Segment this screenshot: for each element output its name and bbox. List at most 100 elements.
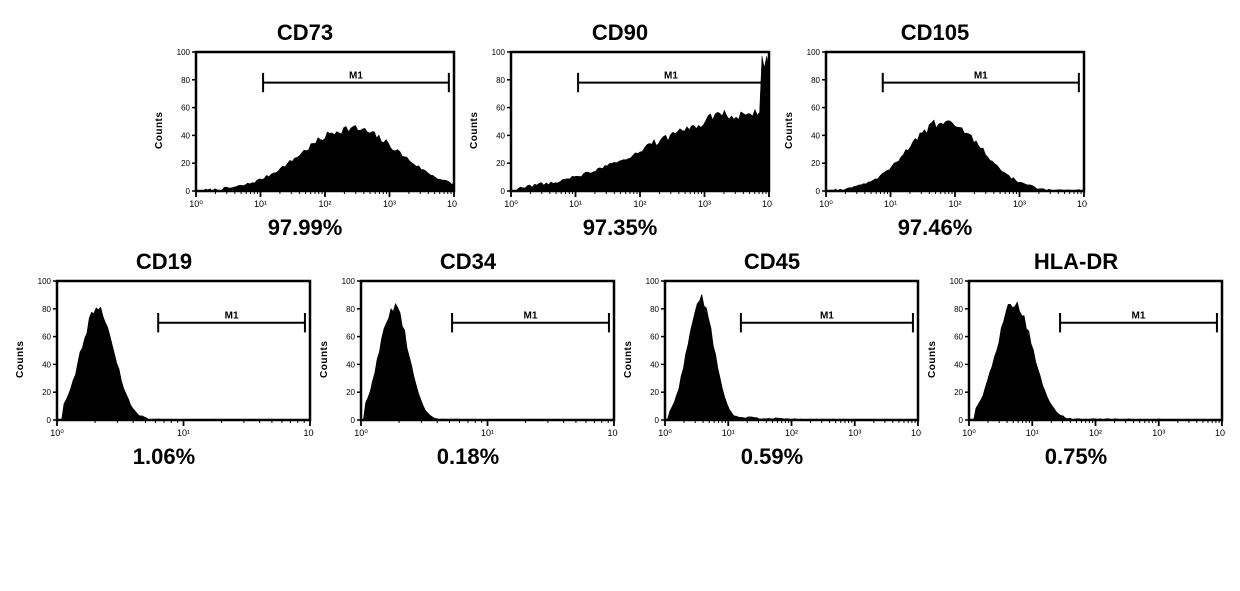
y-tick-label: 80 bbox=[650, 305, 659, 314]
gate-marker: M1 bbox=[1060, 311, 1217, 333]
histogram-svg: M102040608010010⁰10¹10² bbox=[331, 277, 618, 442]
histogram-panel: CD19CountsM102040608010010⁰10¹10²1.06% bbox=[14, 249, 314, 470]
x-tick-label: 10¹ bbox=[883, 199, 896, 209]
x-tick-label: 10¹ bbox=[253, 199, 266, 209]
x-tick-label: 10¹ bbox=[1026, 428, 1039, 438]
x-tick-label: 10⁴ bbox=[1077, 199, 1088, 209]
y-tick-label: 80 bbox=[954, 305, 963, 314]
gate-marker: M1 bbox=[882, 71, 1078, 93]
panel-title: CD73 bbox=[277, 20, 333, 46]
y-axis-label: Counts bbox=[468, 48, 481, 213]
x-tick-label: 10⁰ bbox=[962, 428, 976, 438]
y-axis-label: Counts bbox=[622, 277, 635, 442]
y-tick-label: 40 bbox=[650, 360, 659, 369]
histogram-panel: CD45CountsM102040608010010⁰10¹10²10³10⁴0… bbox=[622, 249, 922, 470]
y-tick-label: 80 bbox=[346, 305, 355, 314]
x-tick-label: 10² bbox=[318, 199, 331, 209]
y-tick-label: 100 bbox=[491, 48, 505, 57]
y-tick-label: 40 bbox=[496, 131, 505, 140]
histogram-panel: HLA-DRCountsM102040608010010⁰10¹10²10³10… bbox=[926, 249, 1226, 470]
histogram-panel: CD73CountsM102040608010010⁰10¹10²10³10⁴9… bbox=[153, 20, 458, 241]
gate-label: M1 bbox=[225, 311, 239, 322]
histogram-wrap: CountsM102040608010010⁰10¹10²10³10⁴ bbox=[622, 277, 922, 442]
histogram-panel: CD90CountsM102040608010010⁰10¹10²10³10⁴9… bbox=[468, 20, 773, 241]
panel-title: HLA-DR bbox=[1034, 249, 1118, 275]
y-tick-label: 0 bbox=[351, 416, 356, 425]
histogram-fill bbox=[57, 307, 310, 420]
histogram-panel: CD105CountsM102040608010010⁰10¹10²10³10⁴… bbox=[783, 20, 1088, 241]
gate-label: M1 bbox=[1132, 311, 1146, 322]
y-tick-label: 40 bbox=[811, 131, 820, 140]
histogram-fill bbox=[511, 56, 769, 191]
y-tick-label: 60 bbox=[954, 333, 963, 342]
x-tick-label: 10² bbox=[633, 199, 646, 209]
x-tick-label: 10¹ bbox=[177, 428, 190, 438]
x-tick-label: 10⁴ bbox=[762, 199, 773, 209]
histogram-svg: M102040608010010⁰10¹10²10³10⁴ bbox=[481, 48, 773, 213]
x-tick-label: 10³ bbox=[382, 199, 395, 209]
gate-marker: M1 bbox=[452, 311, 609, 333]
histogram-svg: M102040608010010⁰10¹10² bbox=[27, 277, 314, 442]
y-tick-label: 0 bbox=[959, 416, 964, 425]
x-tick-label: 10⁰ bbox=[354, 428, 368, 438]
y-tick-label: 100 bbox=[342, 277, 356, 286]
gate-marker: M1 bbox=[741, 311, 913, 333]
y-tick-label: 60 bbox=[346, 333, 355, 342]
x-tick-label: 10⁴ bbox=[911, 428, 922, 438]
x-tick-label: 10⁰ bbox=[658, 428, 672, 438]
y-tick-label: 80 bbox=[181, 76, 190, 85]
x-tick-label: 10¹ bbox=[481, 428, 494, 438]
panel-percent: 97.46% bbox=[898, 215, 973, 241]
gate-label: M1 bbox=[973, 71, 987, 82]
x-tick-label: 10³ bbox=[848, 428, 861, 438]
histogram-wrap: CountsM102040608010010⁰10¹10² bbox=[318, 277, 618, 442]
y-tick-label: 100 bbox=[38, 277, 52, 286]
panel-title: CD105 bbox=[901, 20, 969, 46]
y-axis-label: Counts bbox=[783, 48, 796, 213]
histogram-fill bbox=[196, 125, 454, 191]
y-axis-label: Counts bbox=[153, 48, 166, 213]
panel-percent: 0.18% bbox=[437, 444, 499, 470]
gate-marker: M1 bbox=[158, 311, 305, 333]
y-tick-label: 60 bbox=[496, 104, 505, 113]
y-tick-label: 80 bbox=[496, 76, 505, 85]
y-tick-label: 0 bbox=[655, 416, 660, 425]
x-tick-label: 10² bbox=[1089, 428, 1102, 438]
y-tick-label: 60 bbox=[650, 333, 659, 342]
histogram-svg: M102040608010010⁰10¹10²10³10⁴ bbox=[635, 277, 922, 442]
y-axis-label: Counts bbox=[318, 277, 331, 442]
panel-title: CD90 bbox=[592, 20, 648, 46]
panel-percent: 1.06% bbox=[133, 444, 195, 470]
y-tick-label: 100 bbox=[950, 277, 964, 286]
histogram-wrap: CountsM102040608010010⁰10¹10²10³10⁴ bbox=[783, 48, 1088, 213]
y-tick-label: 80 bbox=[811, 76, 820, 85]
y-tick-label: 20 bbox=[42, 388, 51, 397]
panel-row: CD73 Counts M1 0 20 40 60 80 100 10⁰ 10¹ 10² 10³ 10⁴ 9… bbox=[20, 20, 1220, 241]
y-tick-label: 0 bbox=[500, 187, 505, 196]
y-tick-label: 40 bbox=[42, 360, 51, 369]
panel-percent: 0.59% bbox=[741, 444, 803, 470]
y-tick-label: 0 bbox=[815, 187, 820, 196]
flow-cytometry-figure: CD73 Counts M1 0 20 40 60 80 100 10⁰ 10¹ 10² 10³ 10⁴ 9… bbox=[20, 20, 1220, 470]
y-tick-label: 60 bbox=[42, 333, 51, 342]
gate-label: M1 bbox=[664, 71, 678, 82]
y-tick-label: 100 bbox=[806, 48, 820, 57]
y-tick-label: 100 bbox=[646, 277, 660, 286]
y-tick-label: 0 bbox=[185, 187, 190, 196]
x-tick-label: 10³ bbox=[1012, 199, 1025, 209]
gate-label: M1 bbox=[820, 311, 834, 322]
y-tick-label: 60 bbox=[181, 104, 190, 113]
x-tick-label: 10⁰ bbox=[819, 199, 833, 209]
x-tick-label: 10³ bbox=[1152, 428, 1165, 438]
histogram-fill bbox=[969, 302, 1222, 420]
y-tick-label: 20 bbox=[650, 388, 659, 397]
x-tick-label: 10¹ bbox=[568, 199, 581, 209]
x-tick-label: 10⁰ bbox=[189, 199, 203, 209]
gate-marker: M1 bbox=[578, 71, 764, 93]
y-tick-label: 100 bbox=[176, 48, 190, 57]
y-axis-label: Counts bbox=[926, 277, 939, 442]
y-tick-label: 20 bbox=[181, 159, 190, 168]
gate-label: M1 bbox=[349, 71, 363, 82]
x-tick-label: 10¹ bbox=[722, 428, 735, 438]
y-tick-label: 40 bbox=[954, 360, 963, 369]
